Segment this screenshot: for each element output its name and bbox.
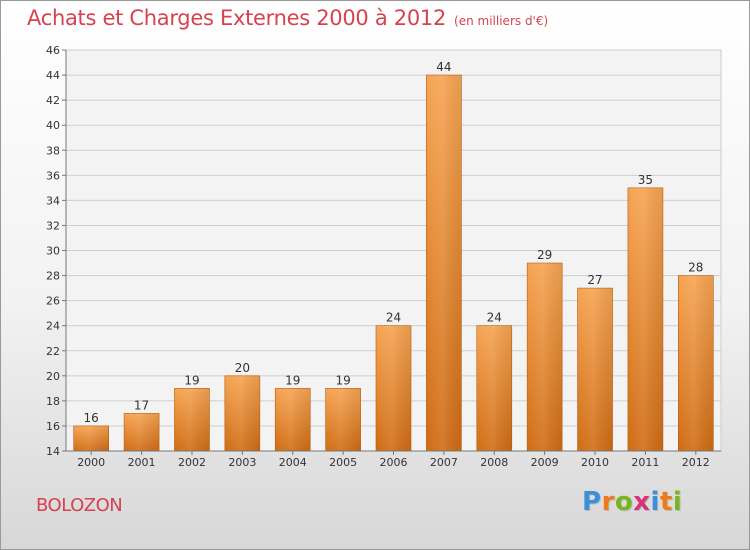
y-tick-label: 40	[46, 119, 60, 132]
y-tick-label: 20	[46, 370, 60, 383]
x-tick-label-2004: 2004	[279, 456, 307, 469]
bar-shine-2004	[275, 388, 311, 451]
x-tick-label-2002: 2002	[178, 456, 206, 469]
y-tick-label: 38	[46, 144, 60, 157]
data-label-2001: 17	[134, 398, 149, 412]
bar-shine-2012	[678, 275, 714, 451]
data-label-2006: 24	[386, 311, 401, 325]
data-labels: 16 17 19 20 19 19 24 44 24 29 27 35 28	[84, 60, 704, 425]
logo-letter: o	[614, 487, 634, 517]
x-tick-label-2000: 2000	[77, 456, 105, 469]
data-label-2010: 27	[587, 273, 602, 287]
x-tick-label-2003: 2003	[228, 456, 256, 469]
chart-title: Achats et Charges Externes 2000 à 2012 (e…	[27, 6, 548, 30]
data-label-2012: 28	[688, 261, 703, 275]
chart-title-main: Achats et Charges Externes 2000 à 2012	[27, 6, 447, 30]
x-tick-label-2006: 2006	[380, 456, 408, 469]
bars	[73, 74, 714, 452]
logo-letter: r	[601, 487, 615, 517]
data-label-2011: 35	[638, 173, 653, 187]
y-tick-label: 44	[46, 69, 60, 82]
y-tick-label: 24	[46, 320, 60, 333]
x-axis: 2000 2001 2002 2003 2004 2005 2006 2007 2008 2009…	[66, 450, 721, 469]
x-tick-label-2001: 2001	[128, 456, 156, 469]
data-label-2005: 19	[335, 373, 350, 387]
y-tick-label: 14	[46, 445, 60, 458]
logo-letter: x	[633, 487, 651, 517]
y-tick-label: 46	[46, 44, 60, 57]
bar-shine-2001	[124, 413, 160, 451]
y-tick-label: 34	[46, 194, 60, 207]
y-tick-label: 32	[46, 219, 60, 232]
y-tick-label: 28	[46, 270, 60, 283]
proxiti-logo: Proxiti	[582, 487, 682, 517]
logo-letter: t	[659, 487, 673, 517]
bar-shine-2011	[627, 187, 663, 451]
logo-letter: i	[650, 487, 660, 517]
y-tick-label: 16	[46, 420, 60, 433]
commune-name: BOLOZON	[36, 495, 123, 516]
data-label-2009: 29	[537, 248, 552, 262]
bar-shine-2002	[174, 388, 210, 451]
y-tick-label: 42	[46, 94, 60, 107]
data-label-2008: 24	[487, 311, 502, 325]
data-label-2007: 44	[436, 60, 451, 74]
y-tick-label: 26	[46, 295, 60, 308]
y-tick-label: 18	[46, 395, 60, 408]
y-tick-label: 30	[46, 245, 60, 258]
x-tick-label-2012: 2012	[682, 456, 710, 469]
x-tick-label-2008: 2008	[480, 456, 508, 469]
data-label-2002: 19	[184, 373, 199, 387]
bar-shine-2003	[224, 375, 260, 451]
x-tick-label-2005: 2005	[329, 456, 357, 469]
y-tick-label: 22	[46, 345, 60, 358]
x-tick-label-2009: 2009	[531, 456, 559, 469]
logo-letter: i	[672, 487, 683, 517]
bar-shine-2008	[476, 325, 512, 451]
x-tick-label-2010: 2010	[581, 456, 609, 469]
data-label-2004: 19	[285, 373, 300, 387]
bar-shine-2007	[426, 75, 462, 451]
logo-letter: P	[582, 487, 602, 517]
bar-shine-2005	[325, 388, 361, 451]
data-label-2000: 16	[84, 411, 99, 425]
y-tick-label: 36	[46, 169, 60, 182]
bar-shine-2006	[376, 325, 411, 451]
bar-shine-2010	[577, 288, 613, 451]
data-label-2003: 20	[235, 361, 250, 375]
x-tick-label-2007: 2007	[430, 456, 458, 469]
y-axis: 14 16 18 20 22 24 26 28 30 32 34 36 38 40 42 44 46	[46, 44, 67, 458]
bar-shine-2009	[527, 263, 563, 451]
chart-title-unit: (en milliers d'€)	[454, 14, 549, 28]
x-tick-label-2011: 2011	[631, 456, 659, 469]
bar-shine-2000	[73, 425, 109, 451]
